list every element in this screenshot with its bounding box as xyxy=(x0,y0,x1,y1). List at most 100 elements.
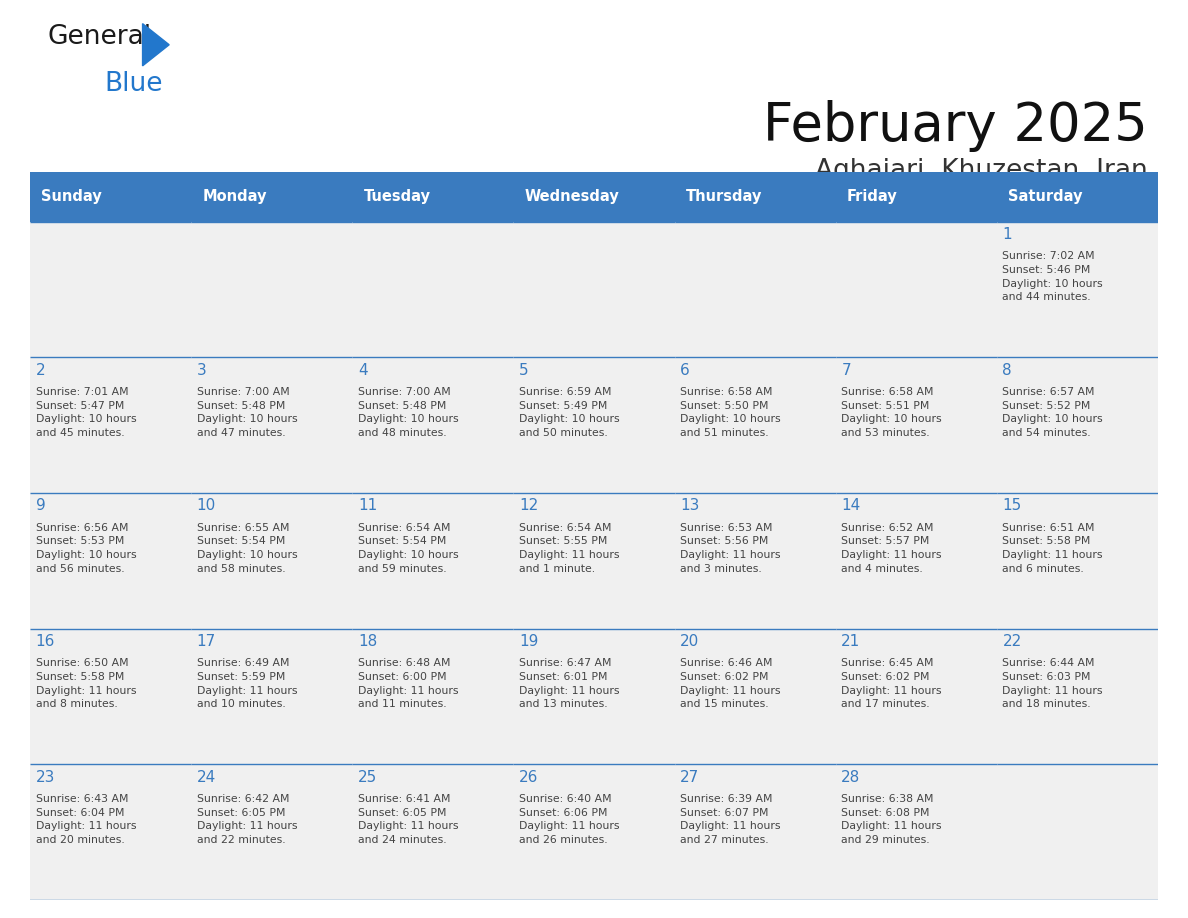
Text: Sunrise: 7:02 AM
Sunset: 5:46 PM
Daylight: 10 hours
and 44 minutes.: Sunrise: 7:02 AM Sunset: 5:46 PM Dayligh… xyxy=(1003,252,1104,302)
Bar xyxy=(835,765,997,900)
Text: 15: 15 xyxy=(1003,498,1022,513)
Text: Sunrise: 6:40 AM
Sunset: 6:06 PM
Daylight: 11 hours
and 26 minutes.: Sunrise: 6:40 AM Sunset: 6:06 PM Dayligh… xyxy=(519,794,620,845)
Text: Sunrise: 6:58 AM
Sunset: 5:51 PM
Daylight: 10 hours
and 53 minutes.: Sunrise: 6:58 AM Sunset: 5:51 PM Dayligh… xyxy=(841,387,942,438)
Bar xyxy=(675,629,835,765)
Text: Sunrise: 7:00 AM
Sunset: 5:48 PM
Daylight: 10 hours
and 48 minutes.: Sunrise: 7:00 AM Sunset: 5:48 PM Dayligh… xyxy=(358,387,459,438)
Text: Friday: Friday xyxy=(847,189,898,204)
Text: Sunrise: 6:48 AM
Sunset: 6:00 PM
Daylight: 11 hours
and 11 minutes.: Sunrise: 6:48 AM Sunset: 6:00 PM Dayligh… xyxy=(358,658,459,710)
Text: Tuesday: Tuesday xyxy=(364,189,430,204)
Text: Sunrise: 6:56 AM
Sunset: 5:53 PM
Daylight: 10 hours
and 56 minutes.: Sunrise: 6:56 AM Sunset: 5:53 PM Dayligh… xyxy=(36,522,137,574)
Text: 18: 18 xyxy=(358,634,377,649)
Bar xyxy=(835,357,997,493)
Text: Thursday: Thursday xyxy=(685,189,763,204)
Text: 2: 2 xyxy=(36,363,45,377)
Text: 11: 11 xyxy=(358,498,377,513)
Text: 13: 13 xyxy=(681,498,700,513)
Text: 7: 7 xyxy=(841,363,851,377)
Bar xyxy=(675,493,835,629)
Text: 22: 22 xyxy=(1003,634,1022,649)
Bar xyxy=(835,172,997,221)
Bar xyxy=(513,221,675,357)
Text: Sunrise: 7:01 AM
Sunset: 5:47 PM
Daylight: 10 hours
and 45 minutes.: Sunrise: 7:01 AM Sunset: 5:47 PM Dayligh… xyxy=(36,387,137,438)
Text: 17: 17 xyxy=(197,634,216,649)
Bar xyxy=(30,493,191,629)
Bar xyxy=(675,172,835,221)
Bar xyxy=(30,765,191,900)
Text: Sunrise: 6:44 AM
Sunset: 6:03 PM
Daylight: 11 hours
and 18 minutes.: Sunrise: 6:44 AM Sunset: 6:03 PM Dayligh… xyxy=(1003,658,1102,710)
Bar xyxy=(513,357,675,493)
Bar xyxy=(191,765,353,900)
Text: 16: 16 xyxy=(36,634,55,649)
Bar xyxy=(191,357,353,493)
Bar xyxy=(835,221,997,357)
Text: 6: 6 xyxy=(681,363,690,377)
Text: 25: 25 xyxy=(358,769,377,785)
Text: Sunrise: 6:58 AM
Sunset: 5:50 PM
Daylight: 10 hours
and 51 minutes.: Sunrise: 6:58 AM Sunset: 5:50 PM Dayligh… xyxy=(681,387,781,438)
Text: Sunrise: 6:39 AM
Sunset: 6:07 PM
Daylight: 11 hours
and 27 minutes.: Sunrise: 6:39 AM Sunset: 6:07 PM Dayligh… xyxy=(681,794,781,845)
Polygon shape xyxy=(143,24,169,66)
Text: Sunday: Sunday xyxy=(42,189,102,204)
Text: Sunrise: 6:57 AM
Sunset: 5:52 PM
Daylight: 10 hours
and 54 minutes.: Sunrise: 6:57 AM Sunset: 5:52 PM Dayligh… xyxy=(1003,387,1104,438)
Text: 1: 1 xyxy=(1003,227,1012,242)
Text: 14: 14 xyxy=(841,498,860,513)
Bar xyxy=(353,221,513,357)
Bar xyxy=(353,172,513,221)
Bar xyxy=(997,172,1158,221)
Bar xyxy=(997,493,1158,629)
Text: 4: 4 xyxy=(358,363,367,377)
Bar xyxy=(675,357,835,493)
Text: 12: 12 xyxy=(519,498,538,513)
Text: Sunrise: 6:54 AM
Sunset: 5:54 PM
Daylight: 10 hours
and 59 minutes.: Sunrise: 6:54 AM Sunset: 5:54 PM Dayligh… xyxy=(358,522,459,574)
Text: 5: 5 xyxy=(519,363,529,377)
Bar xyxy=(191,172,353,221)
Text: Sunrise: 7:00 AM
Sunset: 5:48 PM
Daylight: 10 hours
and 47 minutes.: Sunrise: 7:00 AM Sunset: 5:48 PM Dayligh… xyxy=(197,387,297,438)
Text: Saturday: Saturday xyxy=(1009,189,1082,204)
Bar xyxy=(997,221,1158,357)
Text: 9: 9 xyxy=(36,498,45,513)
Text: 21: 21 xyxy=(841,634,860,649)
Bar xyxy=(997,357,1158,493)
Bar xyxy=(353,357,513,493)
Bar xyxy=(513,172,675,221)
Text: Sunrise: 6:55 AM
Sunset: 5:54 PM
Daylight: 10 hours
and 58 minutes.: Sunrise: 6:55 AM Sunset: 5:54 PM Dayligh… xyxy=(197,522,297,574)
Text: Wednesday: Wednesday xyxy=(525,189,619,204)
Bar xyxy=(30,172,191,221)
Text: Sunrise: 6:54 AM
Sunset: 5:55 PM
Daylight: 11 hours
and 1 minute.: Sunrise: 6:54 AM Sunset: 5:55 PM Dayligh… xyxy=(519,522,620,574)
Text: Blue: Blue xyxy=(105,71,163,97)
Bar xyxy=(30,357,191,493)
Text: Sunrise: 6:51 AM
Sunset: 5:58 PM
Daylight: 11 hours
and 6 minutes.: Sunrise: 6:51 AM Sunset: 5:58 PM Dayligh… xyxy=(1003,522,1102,574)
Bar xyxy=(191,221,353,357)
Bar xyxy=(191,493,353,629)
Bar xyxy=(353,765,513,900)
Text: Sunrise: 6:59 AM
Sunset: 5:49 PM
Daylight: 10 hours
and 50 minutes.: Sunrise: 6:59 AM Sunset: 5:49 PM Dayligh… xyxy=(519,387,620,438)
Text: Sunrise: 6:43 AM
Sunset: 6:04 PM
Daylight: 11 hours
and 20 minutes.: Sunrise: 6:43 AM Sunset: 6:04 PM Dayligh… xyxy=(36,794,137,845)
Text: Sunrise: 6:41 AM
Sunset: 6:05 PM
Daylight: 11 hours
and 24 minutes.: Sunrise: 6:41 AM Sunset: 6:05 PM Dayligh… xyxy=(358,794,459,845)
Text: 23: 23 xyxy=(36,769,55,785)
Text: Sunrise: 6:52 AM
Sunset: 5:57 PM
Daylight: 11 hours
and 4 minutes.: Sunrise: 6:52 AM Sunset: 5:57 PM Dayligh… xyxy=(841,522,942,574)
Text: Sunrise: 6:42 AM
Sunset: 6:05 PM
Daylight: 11 hours
and 22 minutes.: Sunrise: 6:42 AM Sunset: 6:05 PM Dayligh… xyxy=(197,794,297,845)
Text: 28: 28 xyxy=(841,769,860,785)
Text: Sunrise: 6:50 AM
Sunset: 5:58 PM
Daylight: 11 hours
and 8 minutes.: Sunrise: 6:50 AM Sunset: 5:58 PM Dayligh… xyxy=(36,658,137,710)
Text: Sunrise: 6:47 AM
Sunset: 6:01 PM
Daylight: 11 hours
and 13 minutes.: Sunrise: 6:47 AM Sunset: 6:01 PM Dayligh… xyxy=(519,658,620,710)
Text: 26: 26 xyxy=(519,769,538,785)
Text: 24: 24 xyxy=(197,769,216,785)
Bar xyxy=(353,629,513,765)
Bar xyxy=(513,629,675,765)
Bar xyxy=(675,221,835,357)
Text: General: General xyxy=(48,24,152,50)
Text: 27: 27 xyxy=(681,769,700,785)
Text: Sunrise: 6:46 AM
Sunset: 6:02 PM
Daylight: 11 hours
and 15 minutes.: Sunrise: 6:46 AM Sunset: 6:02 PM Dayligh… xyxy=(681,658,781,710)
Text: Aghajari, Khuzestan, Iran: Aghajari, Khuzestan, Iran xyxy=(815,158,1148,184)
Text: 10: 10 xyxy=(197,498,216,513)
Text: Sunrise: 6:53 AM
Sunset: 5:56 PM
Daylight: 11 hours
and 3 minutes.: Sunrise: 6:53 AM Sunset: 5:56 PM Dayligh… xyxy=(681,522,781,574)
Text: February 2025: February 2025 xyxy=(763,100,1148,152)
Bar xyxy=(30,221,191,357)
Bar xyxy=(513,765,675,900)
Bar xyxy=(30,629,191,765)
Bar xyxy=(675,765,835,900)
Bar xyxy=(513,493,675,629)
Bar xyxy=(835,493,997,629)
Text: Sunrise: 6:45 AM
Sunset: 6:02 PM
Daylight: 11 hours
and 17 minutes.: Sunrise: 6:45 AM Sunset: 6:02 PM Dayligh… xyxy=(841,658,942,710)
Text: 8: 8 xyxy=(1003,363,1012,377)
Bar xyxy=(997,629,1158,765)
